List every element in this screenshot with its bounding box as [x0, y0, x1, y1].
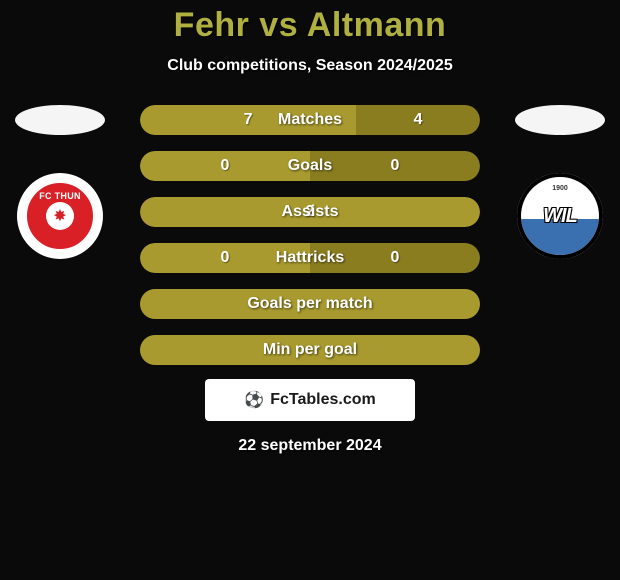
stat-left-value: 0 — [140, 243, 310, 273]
right-club-badge: 1900 WIL — [517, 173, 603, 259]
stat-bar-goals-per-match: Goals per match — [140, 289, 480, 319]
stat-right-value: 0 — [310, 243, 480, 273]
right-player-oval — [515, 105, 605, 135]
left-player-oval — [15, 105, 105, 135]
football-icon: ⚽ — [244, 390, 264, 410]
stat-bar-hattricks: 00Hattricks — [140, 243, 480, 273]
stat-left-value: 2 — [140, 197, 480, 227]
right-badge-inner: 1900 WIL — [517, 173, 603, 259]
left-badge-star-icon: ✸ — [46, 202, 74, 230]
right-badge-year: 1900 — [552, 185, 568, 192]
attribution-text: FcTables.com — [270, 391, 376, 409]
stat-right-value: 0 — [310, 151, 480, 181]
attribution-badge[interactable]: ⚽ FcTables.com — [205, 379, 415, 421]
left-badge-text: FC THUN — [39, 191, 81, 201]
stat-bar-assists: 2Assists — [140, 197, 480, 227]
comparison-title: Fehr vs Altmann — [174, 6, 447, 45]
right-badge-text: WIL — [543, 205, 577, 228]
stat-bar-min-per-goal: Min per goal — [140, 335, 480, 365]
left-club-badge: FC THUN ✸ — [17, 173, 103, 259]
main-comparison-area: FC THUN ✸ 74Matches 00Goals 2Assists 00Hatt… — [0, 105, 620, 365]
stat-left-value: 0 — [140, 151, 310, 181]
stat-left-value: 7 — [140, 105, 356, 135]
stat-label: Min per goal — [263, 341, 357, 359]
stat-bar-matches: 74Matches — [140, 105, 480, 135]
left-badge-inner: FC THUN ✸ — [24, 180, 96, 252]
comparison-subtitle: Club competitions, Season 2024/2025 — [167, 57, 452, 75]
left-player-column: FC THUN ✸ — [10, 105, 110, 259]
comparison-date: 22 september 2024 — [238, 437, 381, 455]
stat-bar-goals: 00Goals — [140, 151, 480, 181]
stat-right-value: 4 — [356, 105, 480, 135]
stat-label: Goals per match — [247, 295, 372, 313]
right-player-column: 1900 WIL — [510, 105, 610, 259]
stats-column: 74Matches 00Goals 2Assists 00Hattricks Goals… — [110, 105, 510, 365]
